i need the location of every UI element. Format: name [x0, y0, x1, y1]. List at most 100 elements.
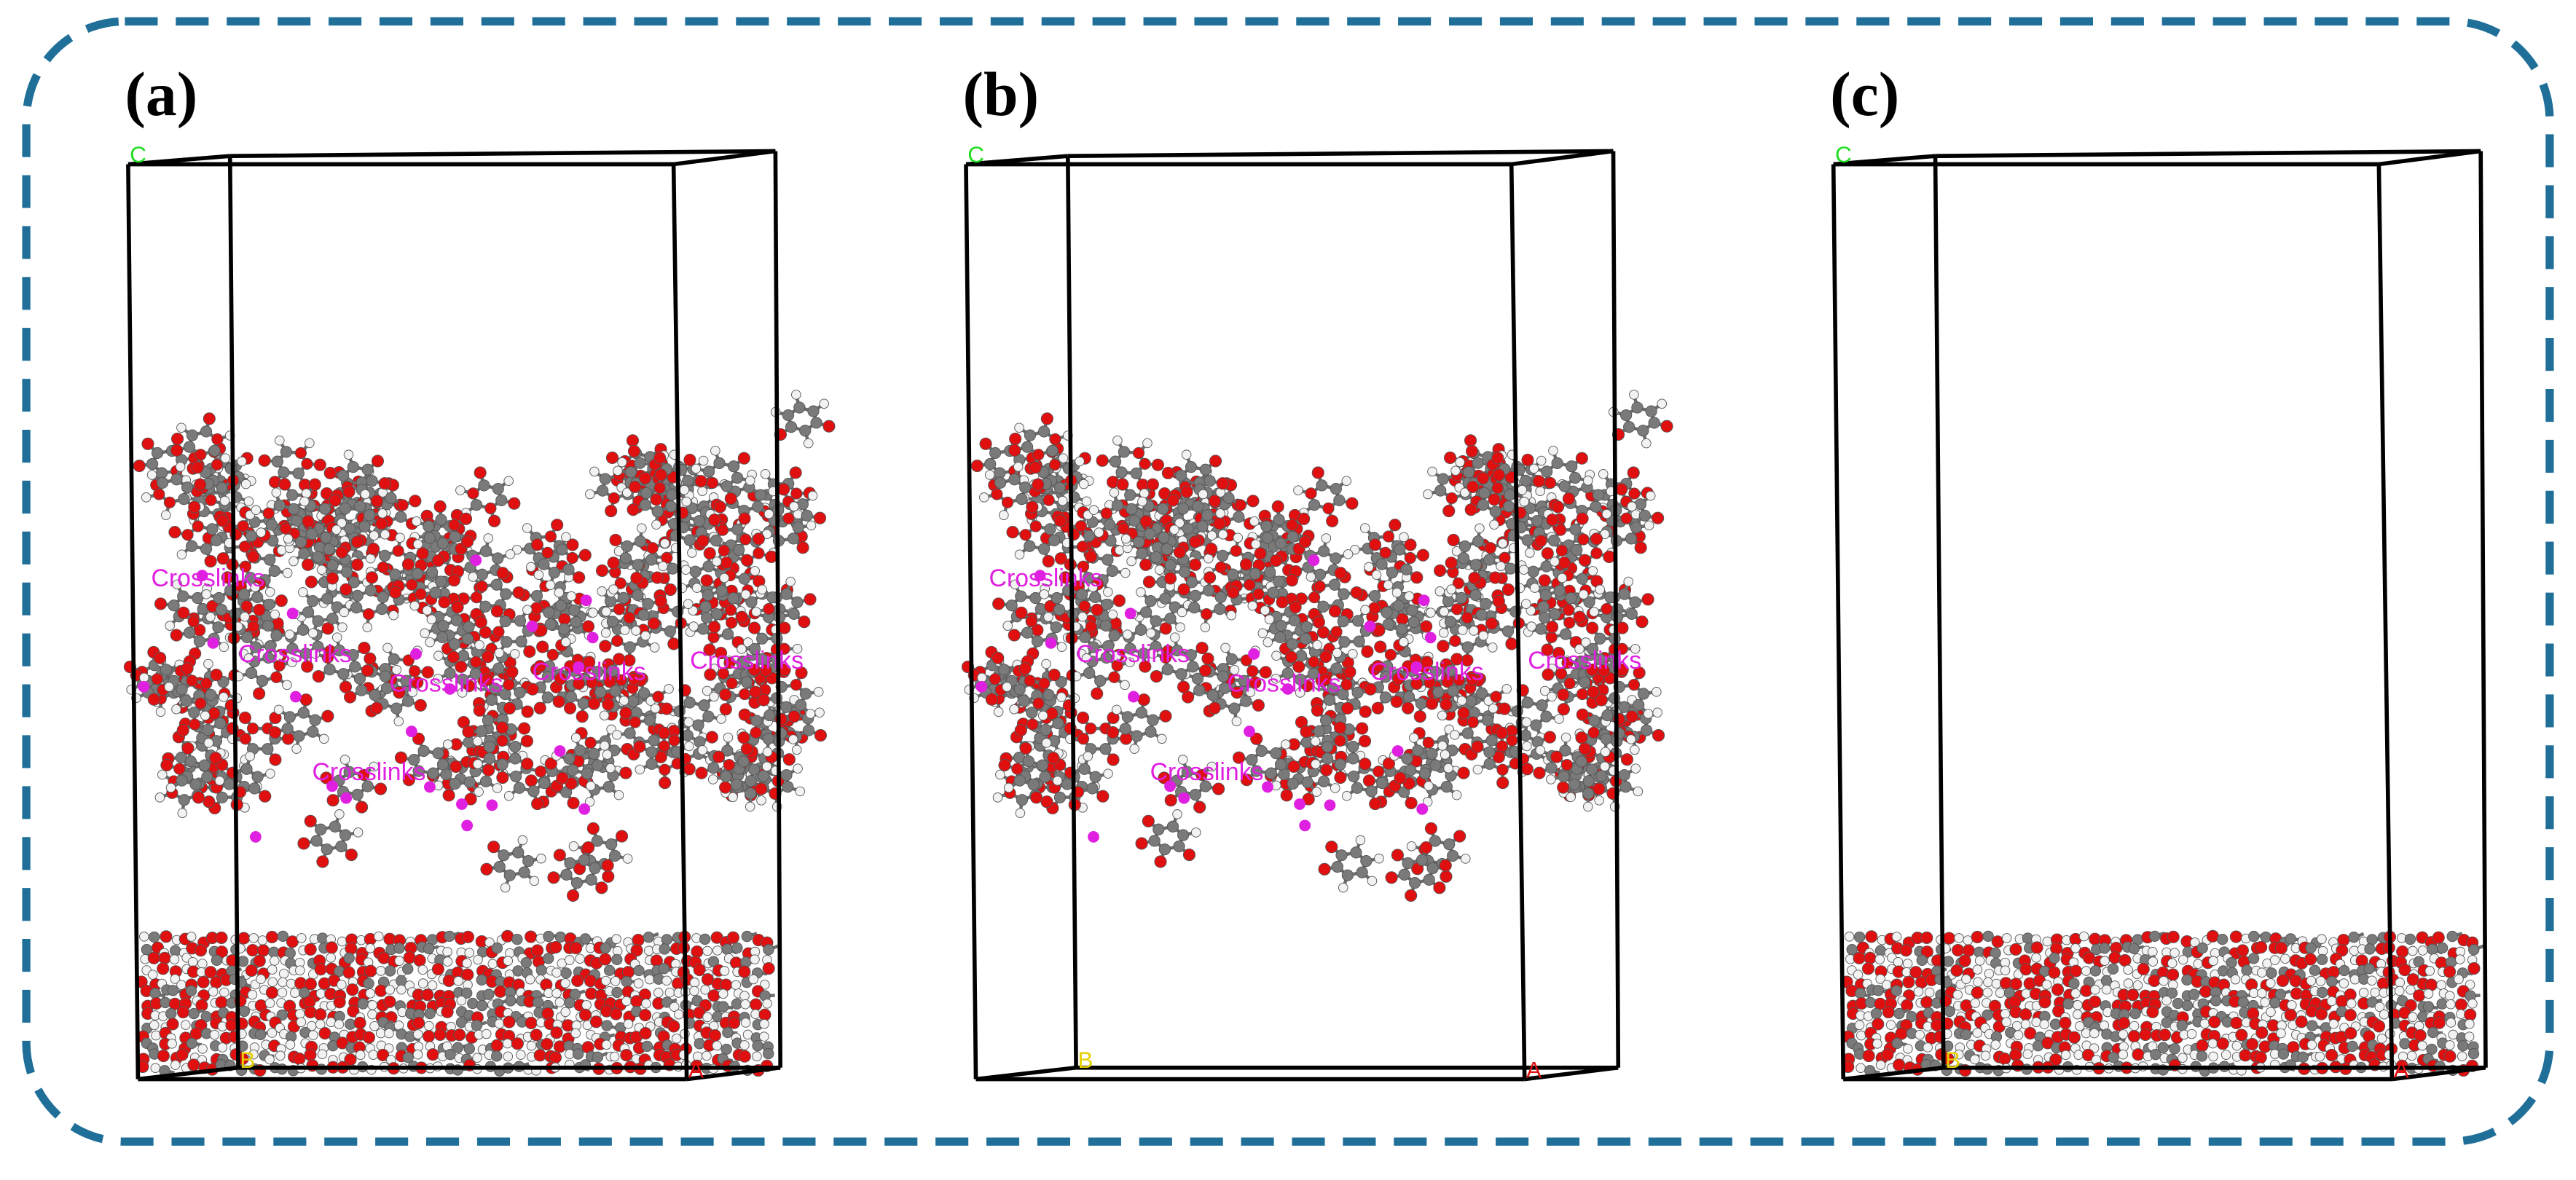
atom [426, 1048, 439, 1061]
atom [581, 841, 595, 854]
atom [737, 731, 750, 744]
atom [683, 696, 696, 709]
atom [149, 988, 161, 999]
atom [320, 531, 332, 544]
atom [262, 619, 275, 632]
atom [658, 740, 670, 752]
atom [461, 968, 474, 981]
atom [592, 1051, 604, 1063]
atom [275, 436, 285, 446]
crosslink-atom [461, 819, 474, 832]
atom [735, 610, 748, 624]
atom [297, 707, 310, 719]
atom [543, 606, 555, 619]
atom [503, 678, 515, 691]
atom [459, 512, 473, 525]
atom [737, 452, 750, 465]
atom [429, 586, 441, 599]
atom [483, 988, 495, 1000]
atom [181, 529, 194, 541]
atom [448, 638, 461, 650]
atom [186, 1037, 198, 1050]
atom [806, 520, 817, 531]
atom [329, 494, 342, 507]
atom [659, 943, 670, 955]
atom [740, 999, 750, 1010]
atom [476, 999, 488, 1012]
atom [739, 533, 752, 546]
atom [1461, 641, 1474, 653]
atom [160, 510, 171, 520]
atom [181, 481, 194, 494]
atom [367, 1000, 377, 1010]
atom [799, 425, 812, 437]
atom [167, 985, 179, 996]
atom [533, 570, 544, 581]
atom [181, 1020, 191, 1030]
atom [237, 932, 251, 945]
atom [780, 701, 793, 713]
atom [240, 479, 251, 489]
atom [302, 515, 315, 528]
atom [425, 566, 439, 578]
atom [788, 710, 801, 723]
atom [554, 599, 568, 612]
atom [637, 609, 650, 621]
atom [522, 854, 535, 868]
atom [277, 930, 288, 943]
atom [335, 840, 347, 853]
atom [340, 566, 353, 578]
atom [176, 774, 188, 787]
atom [640, 630, 651, 641]
atom [640, 487, 653, 500]
atom [256, 674, 269, 687]
atom [491, 942, 503, 954]
atom [315, 823, 327, 835]
atom [1615, 483, 1628, 496]
atom [474, 466, 487, 479]
atom [707, 989, 720, 1002]
atom [449, 760, 463, 773]
atom [1120, 567, 1131, 578]
atom [307, 725, 319, 738]
atom [533, 701, 546, 715]
atom [666, 489, 678, 501]
atom [503, 956, 514, 966]
atom [176, 1005, 190, 1019]
atom [650, 493, 663, 506]
atom [752, 1051, 762, 1061]
atom [165, 782, 176, 793]
atom [1106, 565, 1119, 577]
atom [669, 1002, 680, 1012]
atom [209, 752, 222, 765]
atom [492, 552, 504, 565]
atom [490, 578, 503, 591]
atom [173, 763, 186, 775]
atom [651, 506, 664, 518]
atom [635, 764, 645, 775]
atom [693, 964, 706, 977]
atom [763, 944, 774, 956]
atom [501, 929, 514, 943]
atom [180, 694, 192, 707]
atom [147, 969, 158, 980]
atom [304, 1048, 317, 1061]
atom [664, 683, 674, 694]
atom [350, 558, 364, 571]
atom [264, 554, 276, 566]
atom [336, 1037, 349, 1050]
atom [402, 963, 414, 975]
atom [721, 628, 734, 640]
atom [370, 495, 383, 508]
atom [700, 574, 713, 587]
atom [570, 733, 581, 743]
atom [790, 678, 802, 691]
atom [375, 1028, 386, 1039]
atom [754, 489, 767, 501]
atom [254, 1028, 267, 1041]
crosslink-atom [526, 620, 538, 632]
atom [149, 931, 160, 943]
atom [423, 520, 435, 532]
atom [160, 664, 173, 676]
atom [442, 739, 453, 750]
